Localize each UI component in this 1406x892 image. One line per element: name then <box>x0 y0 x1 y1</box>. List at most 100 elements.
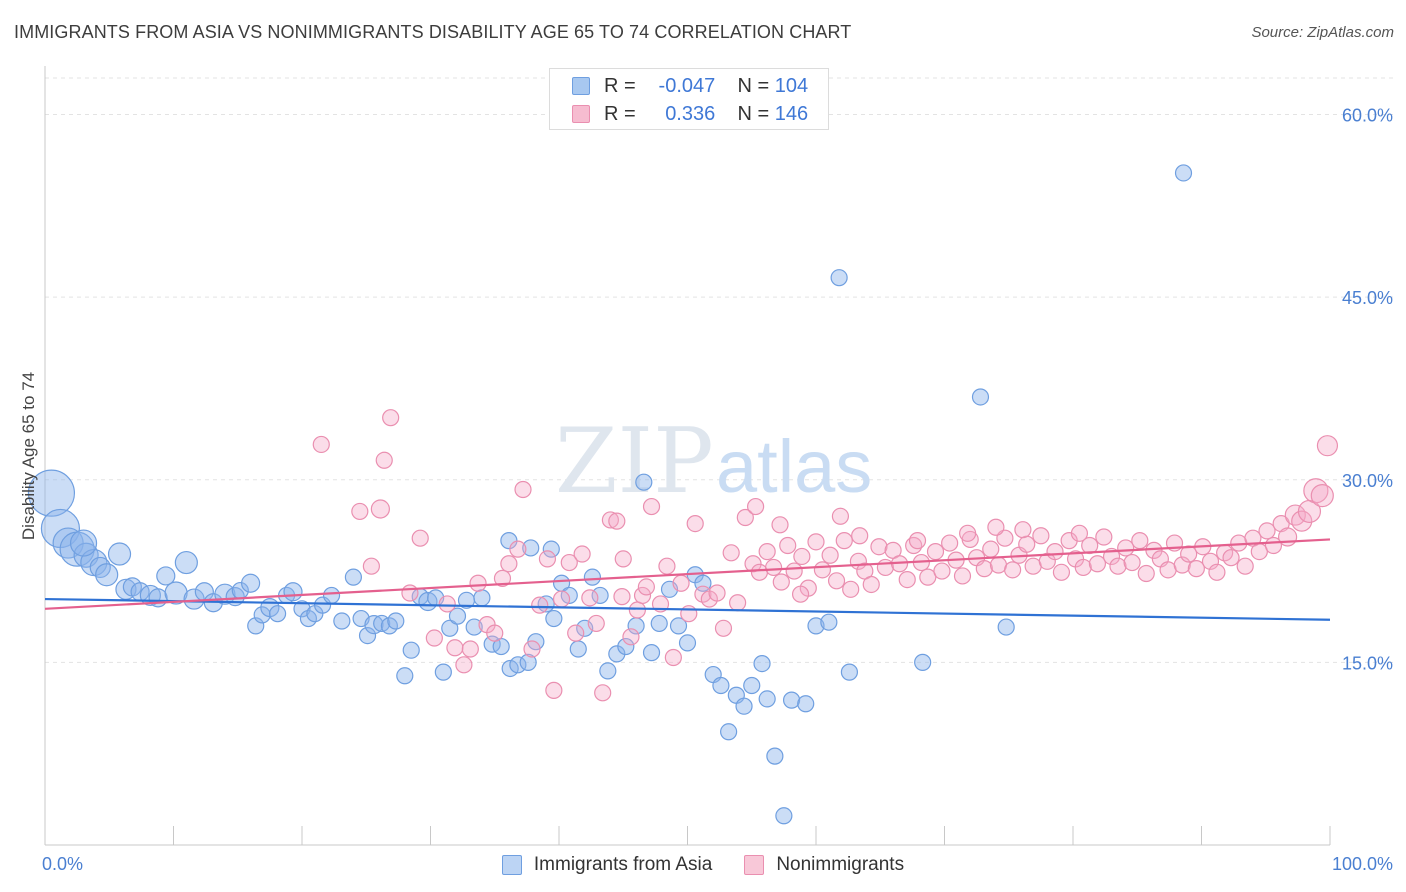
point-nonimmigrant <box>362 557 380 575</box>
point-asia <box>333 612 351 630</box>
point-asia <box>89 556 111 579</box>
point-nonimmigrant <box>1173 556 1191 574</box>
point-nonimmigrant <box>1123 553 1141 572</box>
point-nonimmigrant <box>1095 528 1113 546</box>
point-nonimmigrant <box>1201 552 1220 570</box>
point-asia <box>753 654 771 673</box>
point-nonimmigrant <box>375 451 393 469</box>
point-nonimmigrant <box>953 567 972 585</box>
legend-swatch-blue <box>572 77 590 95</box>
point-nonimmigrant <box>941 534 959 552</box>
point-nonimmigrant <box>975 560 993 578</box>
point-asia <box>402 641 420 659</box>
point-nonimmigrant <box>1137 564 1155 583</box>
point-nonimmigrant <box>469 574 487 592</box>
y-tick-label: 30.0% <box>1342 471 1393 491</box>
legend-item-nonimmigrants[interactable]: Nonimmigrants <box>744 854 904 876</box>
legend-r-value: 0.336 <box>665 102 716 125</box>
point-nonimmigrant <box>509 540 527 558</box>
x-tick-label: 100.0% <box>1332 854 1393 874</box>
point-asia <box>344 568 362 586</box>
point-nonimmigrant <box>312 435 330 454</box>
point-asia <box>743 676 761 695</box>
point-asia <box>971 388 990 406</box>
point-nonimmigrant <box>446 639 464 657</box>
point-nonimmigrant <box>729 594 747 612</box>
point-nonimmigrant <box>736 508 754 527</box>
y-tick-label: 45.0% <box>1342 288 1393 308</box>
point-nonimmigrant <box>601 511 620 529</box>
point-nonimmigrant <box>831 507 850 525</box>
point-nonimmigrant <box>500 555 518 573</box>
series-legend: Immigrants from Asia Nonimmigrants <box>0 852 1406 878</box>
point-nonimmigrant <box>382 409 400 427</box>
point-nonimmigrant <box>827 572 846 590</box>
point-nonimmigrant <box>851 527 869 545</box>
point-asia <box>522 539 540 557</box>
point-nonimmigrant <box>581 589 599 607</box>
point-asia <box>107 542 132 566</box>
point-nonimmigrant <box>1236 557 1254 575</box>
point-nonimmigrant <box>608 512 626 530</box>
point-nonimmigrant <box>982 540 1000 558</box>
point-asia <box>241 573 261 593</box>
legend-n-value: 146 <box>774 102 809 125</box>
legend-n-label: N = <box>737 74 770 97</box>
point-asia <box>635 473 653 491</box>
legend-row-nonimmigrants: R = 0.336 N = 146 <box>572 101 808 127</box>
series-immigrants-from-asia <box>27 164 1193 825</box>
legend-r-value: -0.047 <box>658 74 716 97</box>
point-nonimmigrant <box>807 533 825 551</box>
point-nonimmigrant <box>919 568 937 586</box>
point-asia <box>519 653 537 671</box>
point-nonimmigrant <box>567 624 585 642</box>
point-nonimmigrant <box>351 502 369 521</box>
legend-item-asia[interactable]: Immigrants from Asia <box>501 854 712 876</box>
point-nonimmigrant <box>642 497 661 516</box>
point-nonimmigrant <box>552 590 571 608</box>
point-nonimmigrant <box>1208 563 1226 581</box>
point-nonimmigrant <box>613 588 631 606</box>
point-asia <box>712 676 730 695</box>
point-nonimmigrant <box>1222 549 1240 567</box>
point-asia <box>820 613 838 631</box>
legend-r-label: R = <box>604 74 636 97</box>
point-nonimmigrant <box>538 550 557 568</box>
point-nonimmigrant <box>908 532 927 550</box>
point-nonimmigrant <box>1258 522 1276 540</box>
point-nonimmigrant <box>747 497 765 516</box>
legend-swatch-pink <box>572 105 590 123</box>
point-nonimmigrant <box>933 562 951 580</box>
point-asia <box>840 663 859 681</box>
point-nonimmigrant <box>486 624 504 642</box>
point-nonimmigrant <box>779 536 797 555</box>
source-credit: Source: ZipAtlas.com <box>1251 24 1394 41</box>
point-nonimmigrant <box>545 681 563 699</box>
point-asia <box>650 614 668 633</box>
legend-swatch-nonimmigrants <box>744 855 765 875</box>
point-asia <box>448 607 467 625</box>
point-nonimmigrant <box>672 574 690 592</box>
point-asia <box>830 269 848 287</box>
point-nonimmigrant <box>708 584 726 602</box>
point-nonimmigrant <box>1284 504 1306 526</box>
point-asia <box>293 600 311 618</box>
point-asia <box>617 637 635 656</box>
watermark-zip: ZIP <box>555 409 714 514</box>
point-asia <box>678 634 697 652</box>
point-asia <box>283 582 303 602</box>
point-nonimmigrant <box>531 596 549 614</box>
point-asia <box>583 568 602 586</box>
point-nonimmigrant <box>614 550 632 568</box>
point-nonimmigrant <box>813 561 832 579</box>
point-nonimmigrant <box>1109 557 1127 575</box>
point-nonimmigrant <box>455 656 473 674</box>
legend-swatch-asia <box>501 855 522 875</box>
point-asia <box>775 807 793 825</box>
point-nonimmigrant <box>560 553 578 572</box>
point-nonimmigrant <box>898 570 916 589</box>
point-nonimmigrant <box>1070 524 1089 542</box>
point-asia <box>148 588 168 608</box>
point-nonimmigrant <box>1291 510 1313 532</box>
point-nonimmigrant <box>771 516 789 534</box>
